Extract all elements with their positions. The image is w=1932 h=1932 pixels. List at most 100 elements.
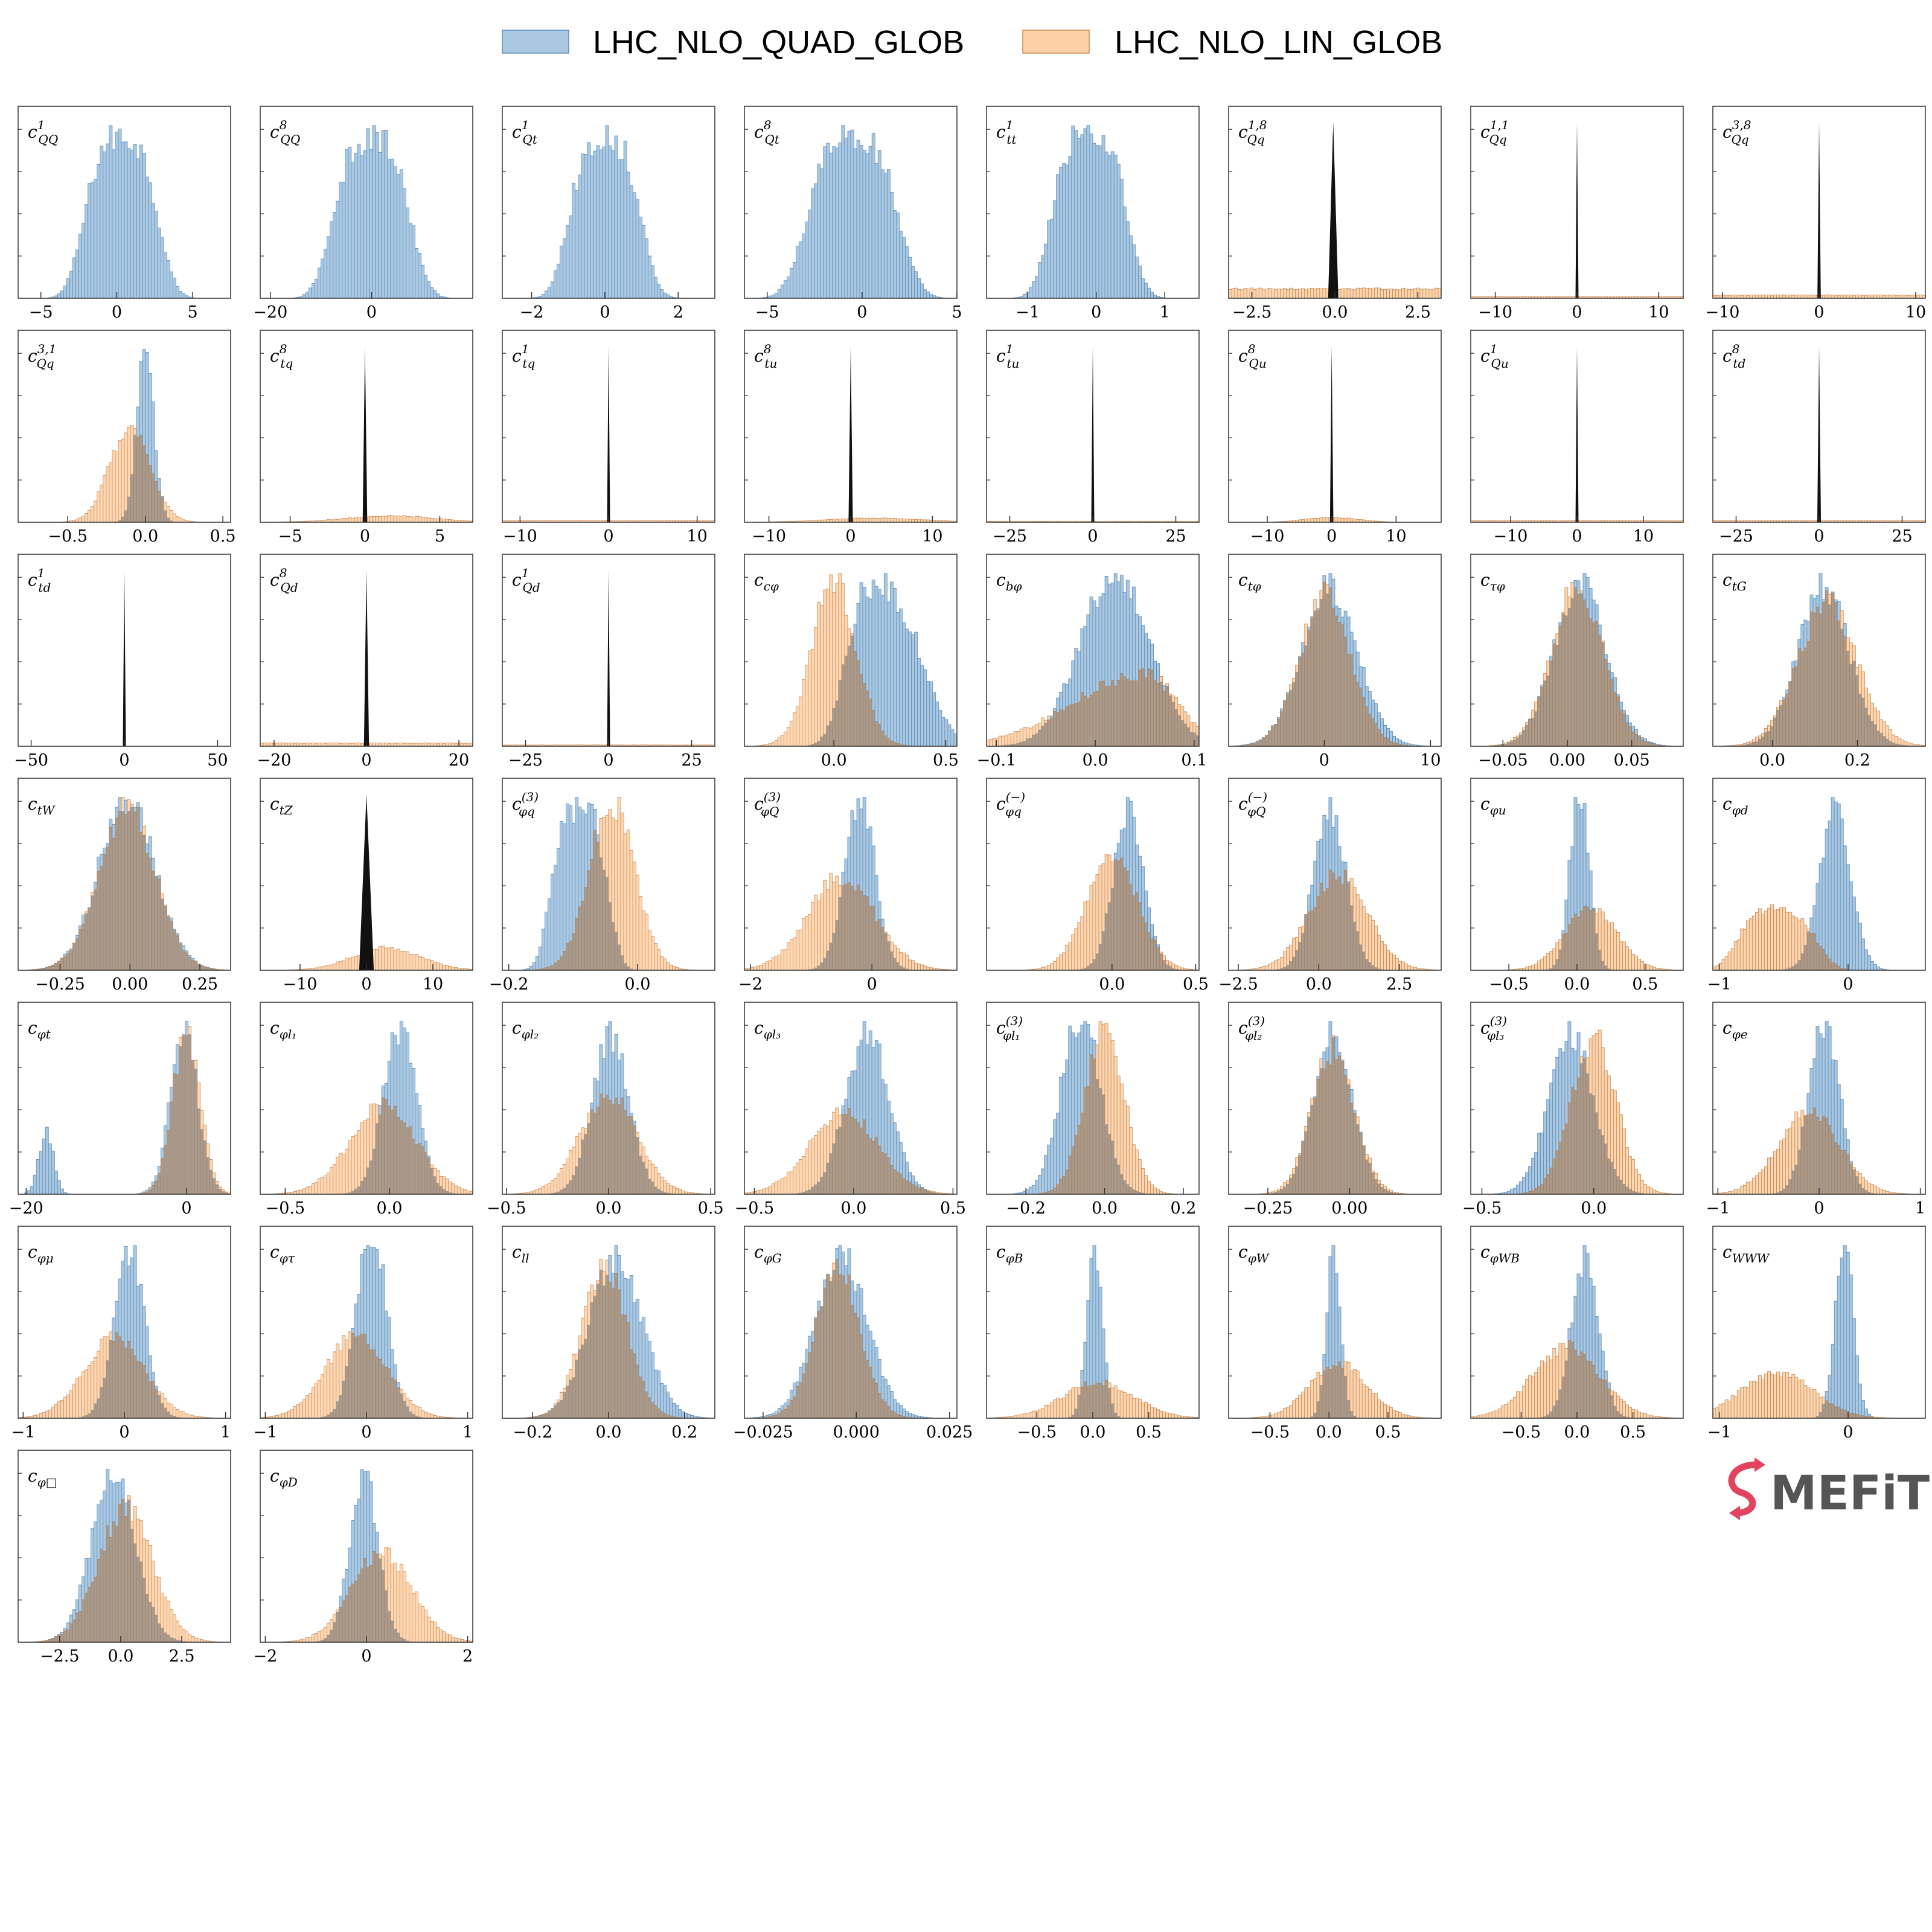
overlap-bar [1074,1135,1078,1194]
overlap-bar [1102,931,1105,970]
overlap-bar [820,962,824,970]
x-tick-label: −0.25 [1243,1199,1293,1218]
quad-bar [109,125,113,298]
overlap-bar [884,1153,888,1194]
quad-bar [384,129,388,298]
lin-bar [1004,735,1008,746]
quad-bar [1050,1137,1054,1194]
lin-bar [926,967,930,970]
lin-bar [176,1409,179,1418]
overlap-bar [1791,668,1795,746]
quad-bar [369,149,373,298]
coefficient-label: c(3) φl₃ [1480,1014,1507,1043]
overlap-bar [1782,699,1786,746]
quad-bar [170,271,173,298]
overlap-bar [112,1341,115,1418]
panel-frame [1228,1002,1442,1195]
x-tick-label: 0.0 [821,751,847,770]
overlap-bar [829,942,833,970]
lin-bar [1380,289,1384,298]
quad-bar [1861,938,1865,970]
coef-panel: −0.2 0.0 0.2c(3) φl₁ [986,1002,1200,1218]
overlap-bar [560,956,563,970]
x-tick-label: 0 [1843,975,1853,994]
lin-bar [1649,1188,1654,1194]
lin-bar [1062,952,1066,970]
overlap-bar [1289,689,1293,746]
overlap-bar [321,1417,324,1418]
lin-bar [1092,881,1096,970]
lin-bar [1779,907,1783,970]
lin-bar [1083,901,1087,970]
lin-bar [865,517,869,522]
overlap-bar [1304,1131,1308,1194]
overlap-bar [397,1117,400,1194]
lin-bar [1392,955,1396,970]
overlap-bar [363,1177,366,1194]
overlap-bar [161,1158,164,1194]
overlap-bar [149,858,152,970]
lin-bar [284,743,288,746]
overlap-bar [1065,1169,1069,1194]
overlap-bar [1053,1188,1057,1194]
quad-bar [1086,125,1090,298]
overlap-bar [1286,1183,1290,1194]
x-tick-label: −25 [993,527,1027,546]
overlap-bar [1383,1189,1387,1194]
overlap-bar [1604,965,1608,970]
quad-bar [1153,295,1157,298]
overlap-bar [1307,630,1311,746]
overlap-bar [920,1188,924,1194]
overlap-bar [167,517,170,522]
overlap-bar [878,919,881,970]
lin-bar [1089,885,1093,970]
lin-bar [1229,289,1232,298]
lin-bar [1761,914,1765,970]
lin-bar [275,743,279,746]
overlap-bar [1640,1193,1644,1194]
lin-bar [1410,289,1415,298]
quad-bar [100,146,104,298]
overlap-bar [1186,727,1190,746]
lin-bar [989,739,993,746]
overlap-bar [1825,955,1829,970]
coefficient-label: c1 Qu [1480,342,1509,371]
x-tick-label: 5 [952,303,962,322]
overlap-bar [1313,1098,1317,1194]
x-tick-label: 25 [1892,527,1912,546]
overlap-bar [857,884,860,970]
lin-bar [296,743,300,746]
lin-bar [1286,289,1290,298]
overlap-bar [1292,957,1296,970]
lin-bar [1267,287,1271,298]
overlap-bar [1286,965,1290,970]
overlap-bar [1637,1192,1641,1194]
overlap-bar [1613,692,1617,746]
lin-bar [1840,295,1844,298]
quad-bar [529,965,533,970]
lin-bar [296,1404,300,1418]
overlap-bar [1558,625,1562,746]
quad-bar [133,144,137,298]
quad-bar [94,179,98,298]
lin-bar [281,1413,285,1418]
overlap-bar [1895,743,1898,746]
overlap-bar [1062,1176,1066,1194]
lin-bar [351,517,355,522]
overlap-bar [1277,969,1281,970]
lin-bar [617,797,621,970]
lin-bar [424,742,427,746]
overlap-bar [1788,967,1792,970]
overlap-bar [1519,734,1523,746]
overlap-bar [1126,871,1130,970]
lin-bar [1782,295,1786,298]
quad-bar [103,152,107,298]
overlap-bar [1347,1084,1351,1194]
lin-bar [384,947,388,970]
quad-bar [148,182,152,298]
overlap-bar [1852,1169,1856,1194]
overlap-bar [1525,1192,1529,1194]
quad-bar [1065,164,1069,298]
